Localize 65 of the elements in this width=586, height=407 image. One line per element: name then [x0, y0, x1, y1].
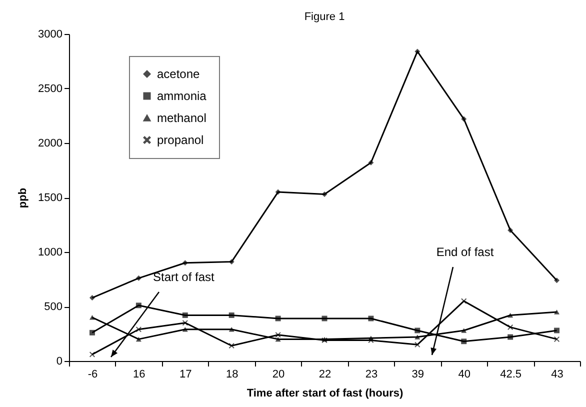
legend-label: acetone	[157, 67, 200, 81]
point	[554, 278, 560, 284]
y-tick-label: 3000	[38, 28, 62, 40]
point	[508, 312, 514, 318]
point	[322, 191, 328, 197]
x-tick-label: 22	[318, 368, 332, 380]
x-tick-label: 40	[458, 368, 470, 380]
y-axis-title: ppb	[17, 188, 30, 208]
point	[414, 48, 420, 54]
point	[136, 275, 142, 281]
x-tick-label: 20	[272, 368, 285, 380]
point	[182, 260, 188, 266]
point	[508, 324, 514, 330]
point	[228, 343, 234, 348]
annotation: Start of fast	[153, 270, 216, 284]
point	[275, 316, 281, 322]
y-tick-label: 0	[56, 356, 62, 368]
point	[136, 336, 142, 342]
y-tick-label: 500	[44, 301, 62, 313]
point	[414, 342, 420, 348]
point	[275, 189, 281, 195]
y-tick-label: 1000	[38, 246, 62, 258]
x-tick-label: 23	[365, 368, 378, 380]
point	[136, 326, 142, 332]
point	[414, 334, 420, 340]
legend-label: methanol	[157, 111, 206, 125]
y-tick-label: 1500	[38, 192, 62, 204]
point	[368, 160, 374, 166]
point	[136, 302, 142, 308]
point	[461, 338, 467, 344]
point	[182, 312, 188, 318]
point	[228, 327, 234, 332]
x-tick-label: -6	[88, 368, 98, 380]
x-tick-label: 16	[133, 368, 146, 380]
point	[554, 336, 560, 342]
point	[554, 328, 560, 334]
point	[461, 116, 467, 122]
y-tick-label: 2500	[38, 83, 62, 95]
point	[508, 334, 514, 340]
point	[182, 327, 188, 332]
point	[368, 316, 374, 322]
y-tick-label: 2000	[38, 138, 62, 150]
x-tick-label: 18	[226, 368, 238, 380]
point	[275, 336, 281, 342]
point	[461, 298, 467, 304]
annotation: End of fast	[436, 245, 494, 259]
legend-label: ammonia	[157, 89, 207, 103]
point	[275, 332, 281, 338]
chart-title: Figure 1	[304, 11, 345, 23]
x-axis-title: Time after start of fast (hours)	[246, 388, 404, 400]
legend-label: propanol	[157, 133, 204, 147]
x-tick-label: 42.5	[500, 368, 522, 380]
x-tick-label: 39	[412, 368, 424, 380]
point	[414, 328, 420, 334]
point	[228, 312, 234, 318]
point	[89, 315, 95, 320]
point	[461, 328, 467, 333]
point	[228, 259, 234, 265]
point	[89, 295, 95, 301]
point	[89, 330, 95, 336]
point	[508, 227, 514, 233]
point	[182, 320, 188, 326]
x-tick-label: 17	[180, 368, 192, 380]
point	[554, 310, 560, 314]
x-tick-label: 43	[551, 368, 564, 380]
